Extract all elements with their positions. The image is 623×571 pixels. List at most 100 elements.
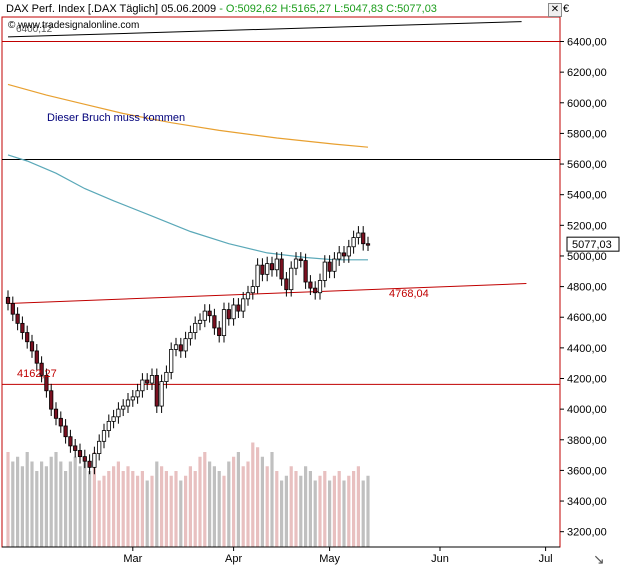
y-tick-label: 3200,00 <box>567 527 607 539</box>
candle-body <box>250 286 255 294</box>
volume-bar <box>160 466 164 547</box>
candle-body <box>269 263 275 271</box>
candle-body <box>207 310 212 317</box>
candle-body <box>255 264 260 287</box>
candle-body <box>298 258 303 261</box>
candle-body <box>63 425 68 438</box>
volume-bar <box>11 461 15 547</box>
volume-bar <box>59 461 63 547</box>
candle-body <box>346 246 351 257</box>
volume-bar <box>107 471 111 547</box>
candle-body <box>106 420 111 431</box>
candle-body <box>149 375 155 384</box>
candle-body <box>197 319 203 324</box>
quote-label: - O:5092,62 H:5165,27 L:5047,83 C:5077,0… <box>219 3 437 15</box>
candle-body <box>20 322 25 333</box>
volume-bar <box>256 447 260 547</box>
candle-body <box>159 381 164 407</box>
candle-body <box>265 263 270 275</box>
candle-body <box>173 344 179 350</box>
candle-body <box>212 315 217 329</box>
candle-body <box>25 332 30 343</box>
volume-bar <box>35 471 39 547</box>
last-price-label: 5077,03 <box>572 239 612 251</box>
volume-bar <box>352 471 356 547</box>
volume-bar <box>284 475 288 547</box>
x-tick-label: Jul <box>539 553 553 565</box>
volume-bar <box>6 452 10 547</box>
candle-body <box>164 371 169 382</box>
candle-body <box>53 408 59 419</box>
candle-body <box>73 445 78 451</box>
y-tick-label: 5600,00 <box>567 159 607 171</box>
volume-bar <box>265 466 269 547</box>
volume-bar <box>251 442 255 547</box>
volume-bar <box>20 466 24 547</box>
candle-body <box>322 261 327 281</box>
volume-bar <box>54 452 58 547</box>
volume-bar <box>164 471 168 547</box>
volume-bar <box>236 452 240 547</box>
volume-bar <box>155 461 159 547</box>
candle-body <box>15 313 20 324</box>
candle-body <box>308 281 313 289</box>
candle-body <box>202 310 207 321</box>
candle-body <box>121 405 126 410</box>
candle-body <box>49 390 54 410</box>
candle-body <box>332 258 337 272</box>
candle-body <box>39 362 44 376</box>
volume-bar <box>25 452 29 547</box>
volume-bar <box>227 461 231 547</box>
top-line-price-label: 6400,12 <box>16 24 53 35</box>
y-tick-label: 3800,00 <box>567 435 607 447</box>
candle-body <box>337 252 342 260</box>
volume-bar <box>49 456 53 547</box>
candle-body <box>365 243 371 246</box>
volume-bar <box>275 471 279 547</box>
resize-corner-icon[interactable]: ↘ <box>593 551 605 567</box>
volume-bar <box>241 466 245 547</box>
volume-bar <box>145 480 149 547</box>
candle-body <box>341 252 347 257</box>
candle-body <box>217 327 222 337</box>
y-tick-label: 3400,00 <box>567 496 607 508</box>
volume-bar <box>188 466 192 547</box>
candle-body <box>77 450 83 458</box>
volume-bar <box>116 461 120 547</box>
y-tick-label: 4400,00 <box>567 343 607 355</box>
candle-body <box>351 237 356 248</box>
volume-bar <box>366 475 370 547</box>
volume-bar <box>112 466 116 547</box>
volume-bar <box>337 471 341 547</box>
candle-body <box>68 436 73 447</box>
volume-bar <box>299 475 303 547</box>
volume-bar <box>332 475 336 547</box>
volume-bar <box>304 466 308 547</box>
candle-body <box>130 396 135 401</box>
instrument-label: DAX Perf. Index [.DAX Täglich] 05.06.200… <box>6 3 217 15</box>
volume-bar <box>140 471 144 547</box>
candle-body <box>87 460 92 468</box>
volume-bar <box>308 471 312 547</box>
volume-bar <box>78 466 82 547</box>
y-tick-label: 6400,00 <box>567 37 607 49</box>
moving-average-orange <box>7 83 369 148</box>
candle-body <box>183 338 188 352</box>
candle-body <box>97 440 102 454</box>
volume-bar <box>222 475 226 547</box>
currency-label: € <box>563 3 570 15</box>
trendline-black <box>7 21 522 38</box>
x-tick-label: Jun <box>431 553 449 565</box>
candle-body <box>260 264 265 275</box>
volume-bar <box>347 475 351 547</box>
candle-body <box>361 232 366 245</box>
volume-bar <box>198 456 202 547</box>
candle-body <box>135 390 140 398</box>
candle-body <box>125 399 131 407</box>
volume-bar <box>294 471 298 547</box>
candle-body <box>178 344 183 352</box>
candle-body <box>169 348 174 373</box>
close-icon[interactable]: ✕ <box>548 3 562 17</box>
volume-bar <box>150 475 154 547</box>
